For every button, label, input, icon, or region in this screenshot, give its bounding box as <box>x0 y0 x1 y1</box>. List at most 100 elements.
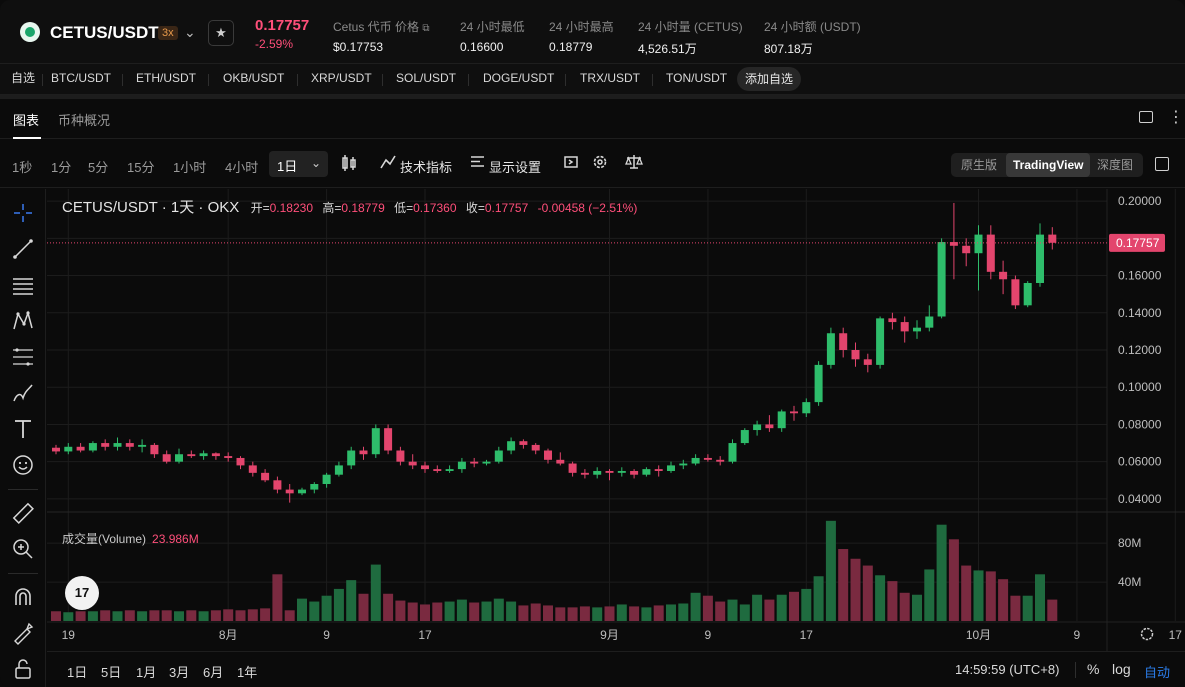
x-tick-label: 17 <box>800 628 814 642</box>
lock-icon[interactable] <box>11 657 35 681</box>
volume-bar <box>75 611 86 621</box>
timeframe-5m[interactable]: 5分 <box>88 160 109 175</box>
candle-body <box>765 424 774 429</box>
volume-bar <box>567 607 578 621</box>
lock-drawings-icon[interactable] <box>11 621 35 645</box>
candle-body <box>261 472 270 481</box>
volume-bar <box>112 611 123 621</box>
x-tick-label: 17 <box>1169 628 1183 642</box>
cetus-logo-icon <box>20 22 40 42</box>
candle-body <box>937 242 946 317</box>
chart-toolbar: 1秒 1分 5分 15分 1小时 4小时 1日 ⌄ 技术指标 显示设置 原 <box>0 140 1185 188</box>
divider <box>468 74 469 86</box>
volume-bar <box>223 609 234 621</box>
favorite-star-button[interactable]: ★ <box>208 20 234 46</box>
fullscreen-icon[interactable] <box>1155 157 1169 171</box>
replay-icon[interactable] <box>563 154 579 174</box>
percent-toggle[interactable]: % <box>1087 661 1100 677</box>
horizontal-lines-icon[interactable] <box>11 273 35 297</box>
x-tick-label: 8月 <box>219 628 238 642</box>
view-native[interactable]: 原生版 <box>961 158 998 172</box>
favorite-item-doge[interactable]: DOGE/USDT <box>483 71 555 85</box>
fib-retracement-icon[interactable] <box>11 345 35 369</box>
favorite-item-ton[interactable]: TON/USDT <box>666 71 728 85</box>
brush-icon[interactable] <box>11 381 35 405</box>
range-6m[interactable]: 6月 <box>203 665 224 680</box>
favorite-item-sol[interactable]: SOL/USDT <box>396 71 457 85</box>
range-1m[interactable]: 1月 <box>136 665 157 680</box>
y-tick-label: 0.04000 <box>1118 492 1162 506</box>
tradingview-logo[interactable]: 17 <box>65 576 99 610</box>
indicators-button[interactable]: 技术指标 <box>400 160 453 175</box>
stat-label: Cetus 代币 价格 <box>333 20 420 34</box>
candle-body <box>494 450 503 462</box>
trend-line-icon[interactable] <box>11 237 35 261</box>
stat-token-price[interactable]: Cetus 代币 价格 ⧉ $0.17753 <box>333 18 430 54</box>
volume-bar <box>825 520 836 621</box>
candle-body <box>445 469 454 471</box>
volume-bar <box>1047 599 1058 621</box>
x-tick-label: 9 <box>705 628 712 642</box>
timeframe-1d-selector[interactable]: 1日 ⌄ <box>269 151 328 177</box>
external-link-icon[interactable]: ⧉ <box>422 23 430 34</box>
volume-bar <box>801 588 812 621</box>
candle-body <box>347 450 356 466</box>
timeframe-1h[interactable]: 1小时 <box>173 160 207 175</box>
price-chart[interactable]: 0.200000.180000.160000.140000.120000.100… <box>47 189 1185 651</box>
favorite-item-okb[interactable]: OKB/USDT <box>223 71 285 85</box>
divider <box>208 74 209 86</box>
auto-toggle[interactable]: 自动 <box>1144 665 1171 680</box>
crosshair-icon[interactable] <box>11 201 35 225</box>
favorite-item-xrp[interactable]: XRP/USDT <box>311 71 372 85</box>
volume-bar <box>333 588 344 621</box>
timeframe-15m[interactable]: 15分 <box>127 160 155 175</box>
range-3m[interactable]: 3月 <box>169 665 190 680</box>
view-tradingview[interactable]: TradingView <box>1006 153 1091 177</box>
tab-overview[interactable]: 币种概况 <box>58 113 111 128</box>
zoom-in-icon[interactable] <box>11 537 35 561</box>
view-depth[interactable]: 深度图 <box>1097 158 1134 172</box>
favorite-item-eth[interactable]: ETH/USDT <box>136 71 196 85</box>
x-tick-label: 10月 <box>966 628 991 642</box>
chevron-down-icon[interactable]: ⌄ <box>184 24 196 40</box>
candle-body <box>162 454 171 462</box>
candle-body <box>384 428 393 451</box>
candle-body <box>826 333 835 365</box>
x-tick-label: 9 <box>323 628 330 642</box>
display-settings-button[interactable]: 显示设置 <box>489 160 542 175</box>
ruler-icon[interactable] <box>11 501 35 525</box>
emoji-icon[interactable] <box>11 453 35 477</box>
timeframe-1s[interactable]: 1秒 <box>12 160 33 175</box>
volume-bar <box>235 610 246 621</box>
range-1d[interactable]: 1日 <box>67 665 88 680</box>
volume-bar <box>579 606 590 621</box>
log-toggle[interactable]: log <box>1112 661 1131 677</box>
pattern-icon[interactable] <box>11 309 35 333</box>
text-icon[interactable] <box>11 417 35 441</box>
window-icon[interactable] <box>1139 111 1153 123</box>
favorites-title[interactable]: 自选 <box>11 71 36 85</box>
more-icon[interactable]: ⋮ <box>1168 109 1184 126</box>
volume-bar <box>604 606 615 621</box>
volume-bar <box>739 604 750 621</box>
tab-chart[interactable]: 图表 <box>13 113 40 128</box>
range-1y[interactable]: 1年 <box>237 665 258 680</box>
gear-icon[interactable] <box>592 154 608 174</box>
volume-bar <box>124 610 135 621</box>
pair-selector[interactable]: CETUS/USDT <box>50 23 159 42</box>
timeframe-1m[interactable]: 1分 <box>51 160 72 175</box>
favorite-item-btc[interactable]: BTC/USDT <box>51 71 111 85</box>
timeframe-4h[interactable]: 4小时 <box>225 160 259 175</box>
axis-settings-icon[interactable] <box>1140 627 1154 641</box>
volume-legend: 成交量(Volume) 23.986M <box>62 530 199 547</box>
compare-scale-icon[interactable] <box>625 154 643 174</box>
clock-timezone[interactable]: 14:59:59 (UTC+8) <box>955 662 1060 677</box>
range-5d[interactable]: 5日 <box>101 665 122 680</box>
candle-type-icon[interactable] <box>341 154 357 176</box>
favorite-item-trx[interactable]: TRX/USDT <box>580 71 640 85</box>
magnet-icon[interactable] <box>11 585 35 609</box>
stat-label: 24 小时额 (USDT) <box>764 20 861 34</box>
add-favorite-button[interactable]: 添加自选 <box>737 67 802 91</box>
last-price: 0.17757 <box>255 17 310 34</box>
candle-body <box>421 465 429 470</box>
